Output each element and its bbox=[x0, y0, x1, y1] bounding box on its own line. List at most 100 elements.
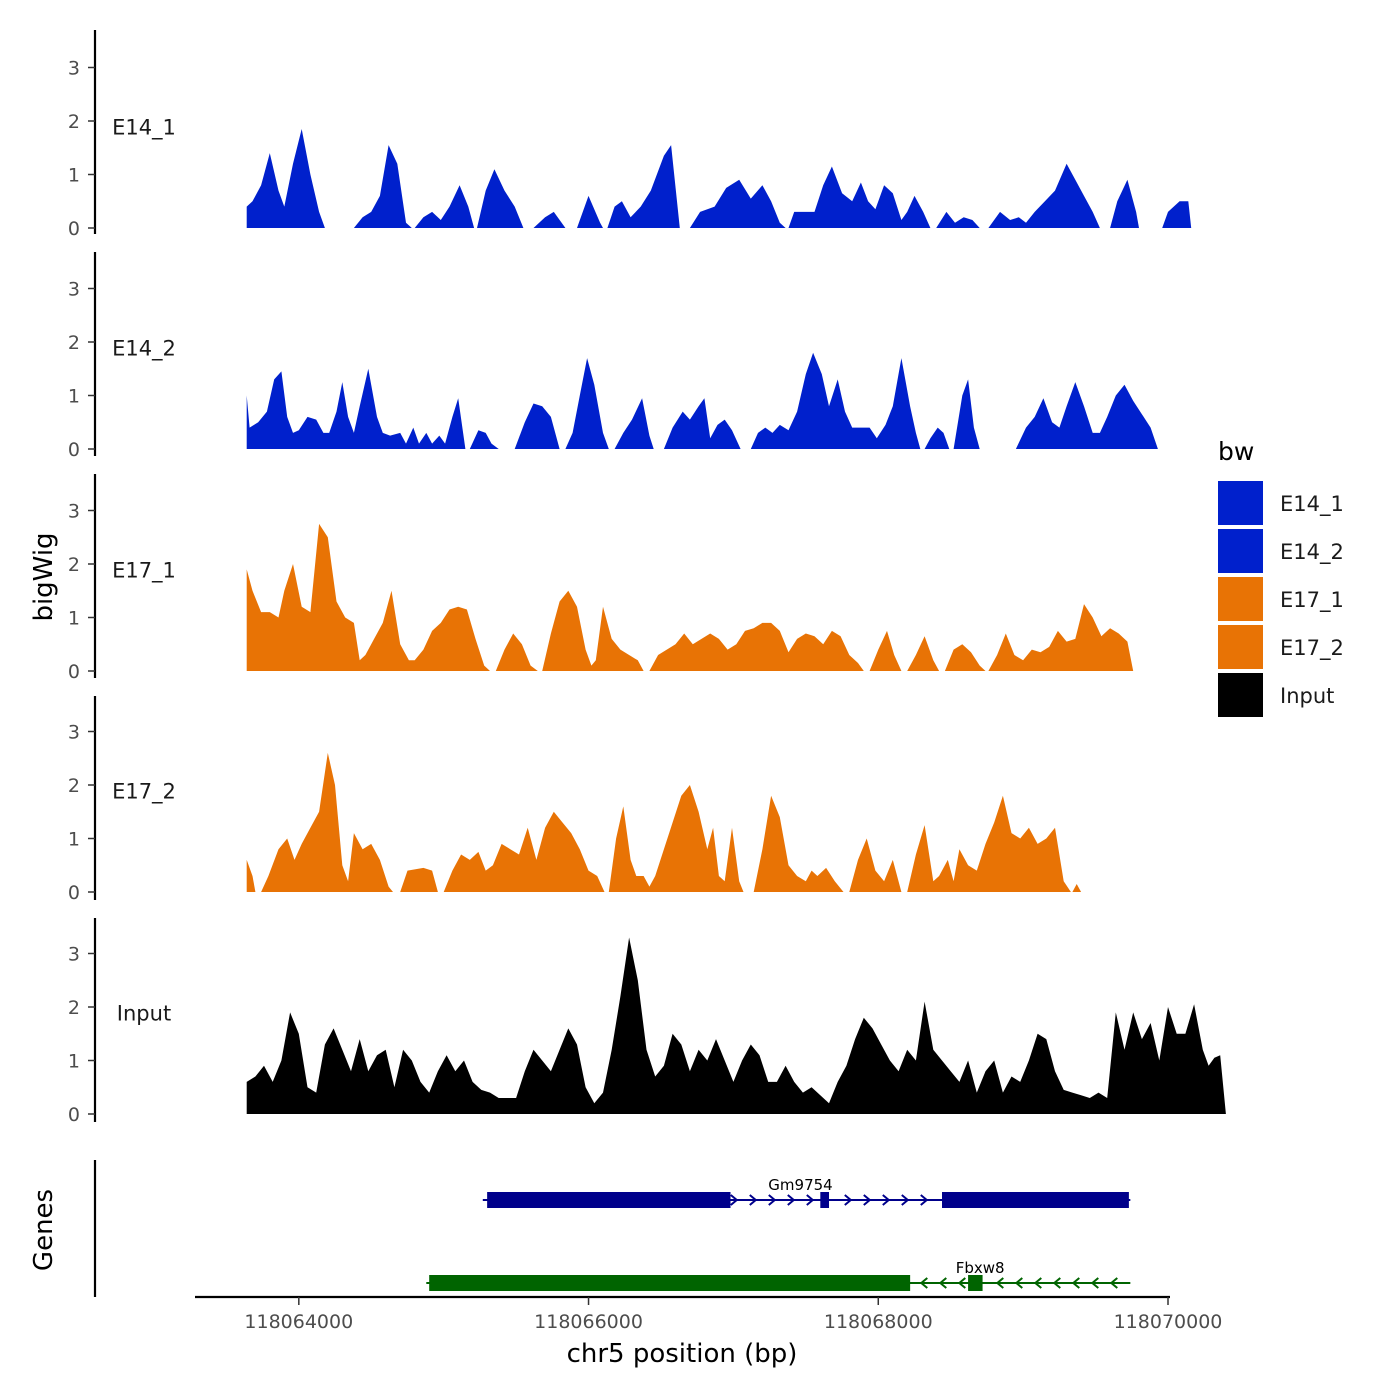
legend-swatch bbox=[1218, 481, 1263, 525]
signal-area-E14_1 bbox=[533, 211, 566, 228]
y-tick-label: 1 bbox=[68, 608, 80, 630]
y-tick-label: 1 bbox=[68, 386, 80, 408]
signal-area-E17_1 bbox=[246, 523, 490, 671]
y-tick-label: 1 bbox=[68, 165, 80, 187]
track-E14_2: 0 1 2 3 E14_2 bbox=[68, 252, 1158, 461]
gene-label: Gm9754 bbox=[768, 1176, 832, 1194]
signal-area-E14_1 bbox=[988, 163, 1100, 228]
gene-Fbxw8: Fbxw8 bbox=[426, 1259, 1131, 1291]
y-tick-label: 3 bbox=[68, 944, 80, 966]
x-tick-label: 118064000 bbox=[244, 1311, 353, 1333]
y-tick-label: 0 bbox=[68, 439, 80, 461]
signal-area-E14_1 bbox=[1162, 201, 1192, 228]
signal-area-E17_1 bbox=[649, 622, 864, 671]
track-label: Input bbox=[117, 1001, 171, 1025]
signal-area-E14_1 bbox=[353, 145, 412, 228]
signal-area-E17_2 bbox=[1072, 884, 1082, 892]
signal-area-E14_1 bbox=[1110, 179, 1139, 228]
y-tick-label: 0 bbox=[68, 882, 80, 904]
y-tick-label: 2 bbox=[68, 332, 80, 354]
signal-area-E17_2 bbox=[261, 752, 393, 892]
strand-arrow bbox=[768, 1194, 777, 1206]
track-E14_1: 0 1 2 3 E14_1 bbox=[68, 30, 1192, 240]
signal-area-E14_1 bbox=[788, 166, 931, 228]
track-label: E14_2 bbox=[112, 336, 176, 361]
signal-area-E17_1 bbox=[869, 630, 902, 671]
y-tick-label: 3 bbox=[68, 279, 80, 301]
y-tick-label: 1 bbox=[68, 829, 80, 851]
signal-area-E14_2 bbox=[1015, 382, 1158, 449]
legend-title: bw bbox=[1218, 437, 1254, 466]
signal-area-E17_1 bbox=[944, 644, 986, 671]
strand-arrow bbox=[957, 1277, 966, 1289]
legend-label: E17_2 bbox=[1280, 636, 1344, 661]
legend: bw E14_1 E14_2 E17_1 E17_2 Input bbox=[1218, 437, 1344, 717]
signal-area-E17_2 bbox=[849, 838, 902, 892]
signal-area-E14_1 bbox=[607, 145, 680, 228]
y-tick-label: 3 bbox=[68, 722, 80, 744]
strand-arrow bbox=[1052, 1277, 1061, 1289]
legend-label: Input bbox=[1280, 684, 1334, 708]
signal-area-E14_1 bbox=[577, 195, 603, 228]
x-tick-label: 118066000 bbox=[534, 1311, 643, 1333]
signal-area-E17_1 bbox=[988, 604, 1134, 671]
signal-area-E14_1 bbox=[936, 211, 980, 228]
y-axis-title: bigWig bbox=[29, 532, 59, 621]
signal-area-E17_1 bbox=[495, 633, 538, 671]
strand-arrow bbox=[938, 1277, 947, 1289]
y-tick-label: 2 bbox=[68, 111, 80, 133]
gene-label: Fbxw8 bbox=[956, 1259, 1005, 1277]
signal-area-E17_2 bbox=[608, 785, 744, 892]
x-tick-label: 118068000 bbox=[824, 1311, 933, 1333]
x-axis: 118064000 118066000 118068000 118070000 bbox=[195, 1295, 1222, 1333]
strand-arrow bbox=[882, 1194, 891, 1206]
track-label: E17_1 bbox=[112, 558, 176, 583]
track-E17_2: 0 1 2 3 E17_2 bbox=[68, 696, 1082, 904]
strand-arrow bbox=[901, 1194, 910, 1206]
exon bbox=[968, 1275, 983, 1291]
strand-arrow bbox=[806, 1194, 815, 1206]
genes-panel: Gm9754 Fbxw8 bbox=[93, 1160, 1131, 1297]
legend-swatch bbox=[1218, 529, 1263, 573]
legend-swatch bbox=[1218, 577, 1263, 621]
signal-area-E14_2 bbox=[750, 352, 921, 449]
strand-arrow bbox=[919, 1277, 928, 1289]
strand-arrow bbox=[995, 1277, 1004, 1289]
strand-arrow bbox=[1033, 1277, 1042, 1289]
signal-area-E14_1 bbox=[689, 179, 786, 228]
y-tick-label: 0 bbox=[68, 218, 80, 240]
y-tick-label: 0 bbox=[68, 1104, 80, 1126]
signal-area-E17_2 bbox=[400, 867, 438, 892]
exon bbox=[487, 1192, 731, 1208]
signal-area-E14_2 bbox=[565, 358, 609, 449]
track-panels: 0 1 2 3 E14_1 0 1 2 3 E14_2 0 1 2 3 E17_1 0 1 2 3 E17_2 0 1 2 3… bbox=[68, 30, 1226, 1126]
signal-area-E14_2 bbox=[514, 403, 560, 449]
genes-axis-title: Genes bbox=[29, 1189, 59, 1271]
strand-arrow bbox=[730, 1194, 739, 1206]
gene-Gm9754: Gm9754 bbox=[482, 1176, 1131, 1208]
track-E17_1: 0 1 2 3 E17_1 bbox=[68, 474, 1134, 683]
exon bbox=[942, 1192, 1129, 1208]
track-Input: 0 1 2 3 Input bbox=[68, 918, 1226, 1126]
legend-swatch bbox=[1218, 625, 1263, 669]
strand-arrow bbox=[1090, 1277, 1099, 1289]
y-tick-label: 2 bbox=[68, 554, 80, 576]
signal-area-E14_2 bbox=[246, 368, 466, 449]
track-label: E14_1 bbox=[112, 115, 176, 140]
signal-area-E14_1 bbox=[477, 169, 524, 228]
legend-swatch bbox=[1218, 673, 1263, 717]
signal-area-E14_2 bbox=[469, 430, 499, 449]
signal-area-E14_2 bbox=[663, 398, 741, 449]
signal-area-E14_1 bbox=[246, 129, 325, 228]
signal-area-E14_2 bbox=[924, 427, 950, 449]
y-tick-label: 2 bbox=[68, 997, 80, 1019]
exon bbox=[429, 1275, 911, 1291]
signal-area-E14_2 bbox=[614, 398, 654, 449]
signal-area-E14_1 bbox=[414, 185, 475, 228]
strand-arrow bbox=[787, 1194, 796, 1206]
strand-arrow bbox=[1014, 1277, 1023, 1289]
track-label: E17_2 bbox=[112, 779, 176, 804]
y-tick-label: 0 bbox=[68, 661, 80, 683]
legend-label: E17_1 bbox=[1280, 588, 1344, 613]
